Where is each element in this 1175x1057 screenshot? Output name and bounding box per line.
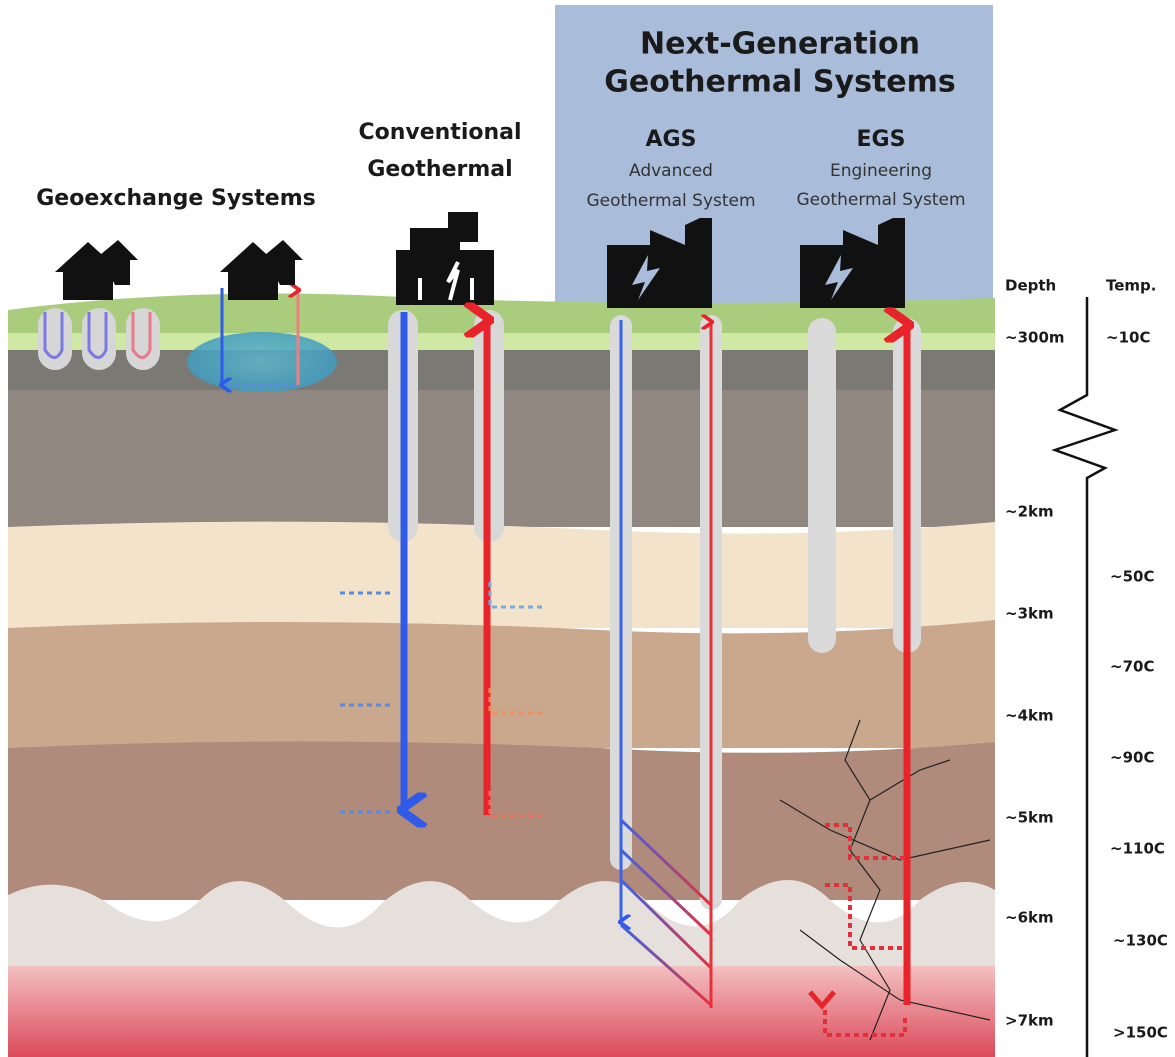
depth-label: ~5km [1005,809,1054,827]
depth-header: Depth [1005,277,1056,295]
layer [8,521,995,628]
depth-label: ~300m [1005,329,1065,347]
magma-layer [8,966,995,1057]
egs-full-name: Geothermal System [796,190,965,210]
depth-label: ~6km [1005,909,1054,927]
plant-icon [396,212,494,305]
ags-name: AGS [646,127,697,152]
next-generation: Next-Generation Geothermal Systems AGS A… [586,27,991,1041]
temp-label: >150C [1113,1024,1168,1042]
temp-label: ~50C [1110,568,1154,586]
title: Geothermal [367,157,512,182]
depth-label: ~3km [1005,605,1054,623]
layer [8,880,995,968]
temp-label: ~130C [1113,932,1168,950]
geoexchange: Geoexchange Systems [36,186,337,392]
depth-label: >7km [1005,1012,1054,1030]
aquifer [187,332,337,392]
egs-full-name: Engineering [830,161,932,181]
depth-label: ~2km [1005,503,1054,521]
layer [8,741,995,900]
temp-label: ~110C [1110,840,1165,858]
depth-temp-scale: Depth Temp. ~300m ~2km ~3km ~4km ~5km ~6… [1005,277,1168,1057]
title: Geothermal Systems [604,65,955,100]
title: Geoexchange Systems [36,186,315,211]
title: Next-Generation [640,27,920,62]
ags-full-name: Advanced [629,161,713,181]
ags-full-name: Geothermal System [586,191,755,211]
conventional: Conventional Geothermal [340,120,542,816]
egs-name: EGS [857,127,906,152]
temp-header: Temp. [1106,277,1156,295]
house-icons [55,240,303,300]
depth-label: ~4km [1005,707,1054,725]
temp-label: ~10C [1106,329,1150,347]
loops [38,308,160,370]
temp-label: ~90C [1110,749,1154,767]
plant-icons [607,218,905,308]
title: Conventional [358,120,521,145]
temp-label: ~70C [1110,658,1154,676]
layer [8,620,995,748]
